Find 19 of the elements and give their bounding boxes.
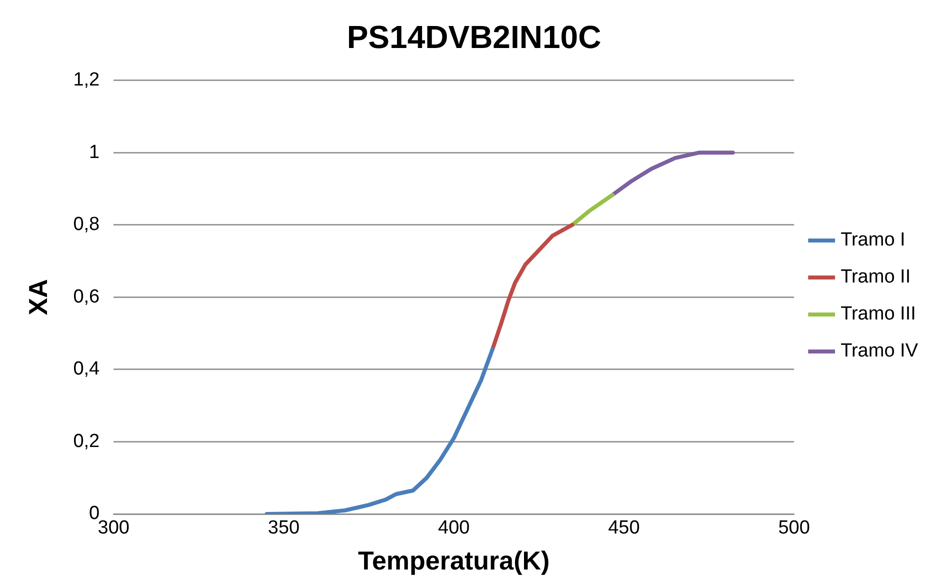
- y-tick-label: 1: [89, 142, 100, 163]
- x-tick-label: 450: [608, 518, 640, 539]
- y-tick-label: 1,2: [73, 70, 100, 91]
- x-tick-label: 500: [778, 518, 810, 539]
- y-tick-label: 0,2: [73, 430, 100, 452]
- y-tick-label: 0,8: [73, 214, 100, 236]
- legend-label: Tramo II: [840, 266, 911, 288]
- y-tick-label: 0,4: [73, 358, 100, 380]
- x-tick-label: 400: [438, 518, 470, 539]
- legend-label: Tramo III: [840, 304, 916, 325]
- legend-label: Tramo I: [840, 230, 906, 251]
- y-axis-title: XA: [22, 278, 53, 316]
- legend-label: Tramo IV: [840, 340, 918, 362]
- x-axis-title: Temperatura(K): [358, 546, 550, 576]
- y-tick-label: 0: [89, 503, 100, 524]
- x-tick-label: 300: [98, 518, 130, 539]
- x-tick-label: 350: [268, 518, 300, 539]
- y-tick-label: 0,6: [73, 286, 100, 308]
- chart-title: PS14DVB2IN10C: [346, 19, 602, 56]
